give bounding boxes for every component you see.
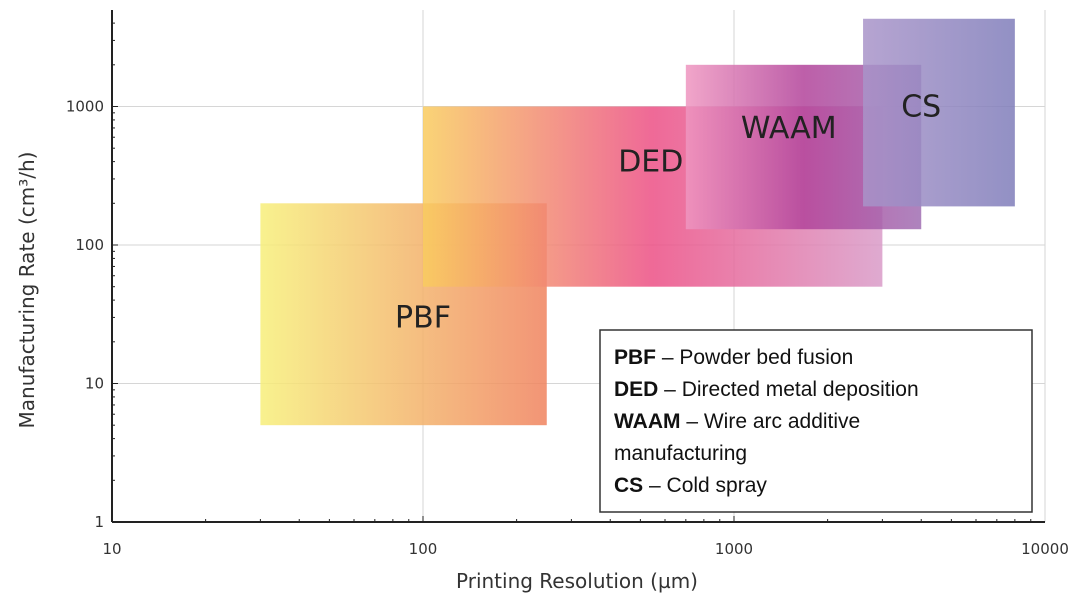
regions (260, 18, 1015, 426)
legend-entry: WAAM – Wire arc additive (614, 410, 860, 433)
legend-entry: DED – Directed metal deposition (614, 378, 919, 401)
legend-entry: CS – Cold spray (614, 474, 767, 497)
region-label-cs: CS (901, 90, 941, 125)
legend-entry-desc: manufacturing (614, 442, 747, 465)
legend: PBF – Powder bed fusion DED – Directed me… (599, 329, 1033, 513)
y-tick-label: 1 (94, 513, 104, 531)
y-tick-label: 100 (75, 236, 104, 254)
legend-box (599, 329, 1033, 513)
x-tick-label: 100 (409, 540, 438, 558)
region-label-waam: WAAM (741, 111, 837, 146)
tick-labels: 10 100 1000 10000 1 10 100 1000 (66, 98, 1069, 559)
legend-entry: PBF – Powder bed fusion (614, 346, 853, 369)
legend-entry-abbr: PBF (614, 346, 656, 369)
y-tick-label: 10 (85, 375, 104, 393)
legend-entry-desc: – Powder bed fusion (656, 346, 853, 369)
legend-entry: manufacturing (614, 442, 747, 465)
x-tick-label: 10000 (1021, 540, 1069, 558)
region-cs (863, 18, 1015, 207)
legend-entry-desc: – Cold spray (643, 474, 767, 497)
region-label-pbf: PBF (395, 300, 451, 335)
y-tick-label: 1000 (66, 98, 104, 116)
y-axis-title: Manufacturing Rate (cm³/h) (15, 152, 39, 429)
legend-entry-desc: – Wire arc additive (681, 410, 861, 433)
legend-entry-desc: – Directed metal deposition (658, 378, 918, 401)
x-axis-title: Printing Resolution (µm) (456, 569, 698, 593)
x-tick-label: 10 (102, 540, 121, 558)
legend-entry-abbr: WAAM (614, 410, 681, 433)
x-tick-label: 1000 (715, 540, 753, 558)
legend-entry-abbr: DED (614, 378, 658, 401)
axes (111, 10, 1045, 523)
region-label-ded: DED (618, 145, 683, 180)
legend-entry-abbr: CS (614, 474, 643, 497)
region-labels: PBF DED WAAM CS (395, 90, 941, 336)
